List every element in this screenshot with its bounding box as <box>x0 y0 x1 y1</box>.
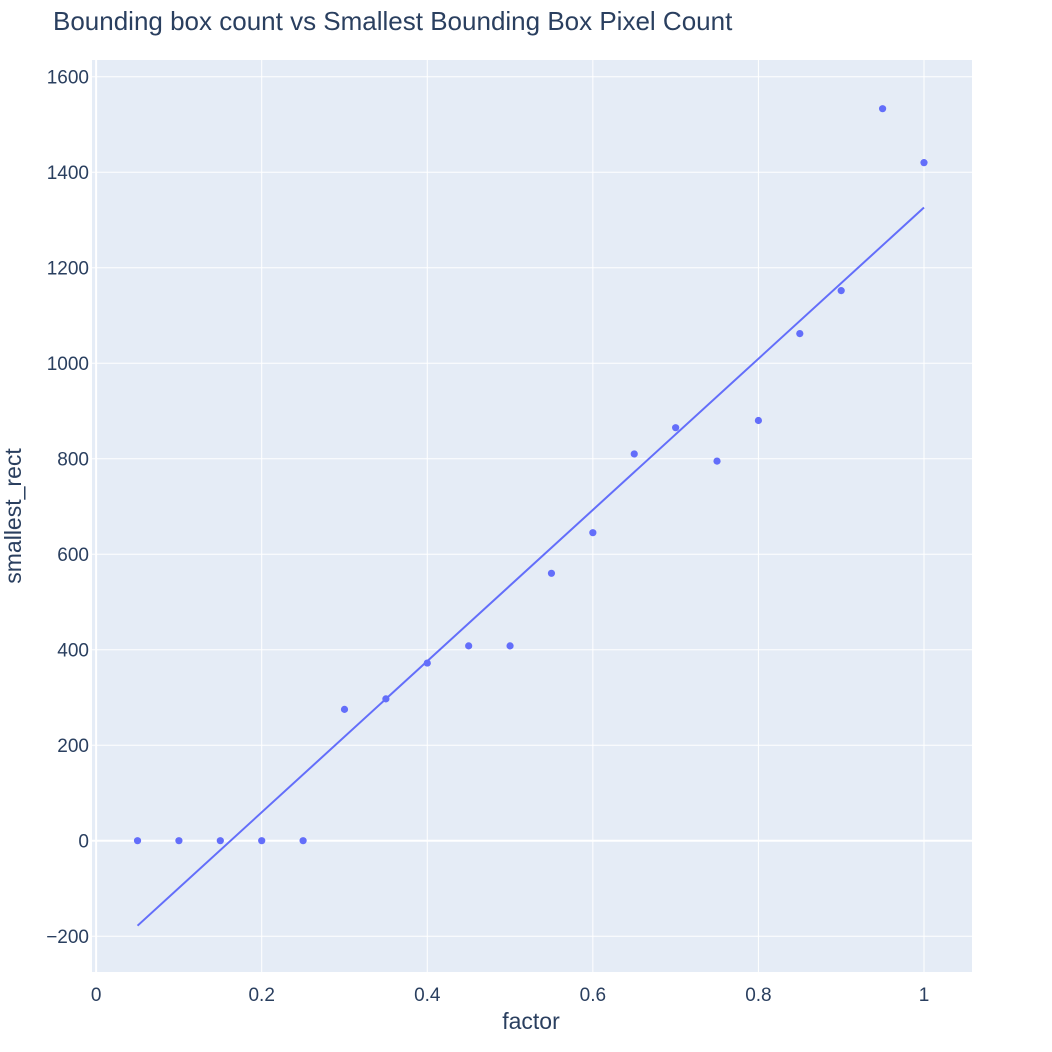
data-point <box>258 837 266 845</box>
data-point <box>547 569 556 577</box>
data-point <box>133 837 142 845</box>
y-tick-label: 1400 <box>47 163 89 184</box>
grid-lines <box>92 60 972 972</box>
x-tick-label: 0 <box>91 985 102 1006</box>
data-point <box>299 837 307 845</box>
data-point <box>920 159 928 167</box>
data-point <box>796 330 804 338</box>
trend-line <box>136 206 925 927</box>
y-tick-label: 1600 <box>47 68 89 89</box>
chart-title: Bounding box count vs Smallest Bounding … <box>53 6 733 36</box>
data-point <box>506 642 514 650</box>
data-point <box>340 705 349 713</box>
y-tick-label: 400 <box>57 641 89 662</box>
y-tick-label: 1000 <box>47 354 89 375</box>
y-axis-ticks: −200 0 200 400 600 800 1000 1200 1400 1600 <box>46 68 89 948</box>
data-point <box>878 105 887 113</box>
data-point <box>589 529 597 537</box>
fit-line-layer <box>136 206 925 927</box>
data-point <box>672 424 680 432</box>
y-tick-label: 0 <box>78 832 89 853</box>
x-axis-title: factor <box>502 1008 560 1034</box>
y-tick-label: 200 <box>57 736 89 757</box>
data-point <box>754 416 763 425</box>
y-axis-title: smallest_rect <box>0 448 26 584</box>
y-tick-label: 1200 <box>47 259 89 280</box>
data-point <box>423 659 431 667</box>
y-tick-label: −200 <box>46 927 89 948</box>
x-tick-label: 0.4 <box>414 985 441 1006</box>
y-tick-label: 800 <box>57 450 89 471</box>
y-tick-label: 600 <box>57 545 89 566</box>
data-points <box>133 105 928 845</box>
data-point <box>175 837 183 845</box>
data-point <box>713 457 721 465</box>
x-tick-label: 1 <box>919 985 930 1006</box>
data-point <box>837 287 845 295</box>
x-axis-ticks: 0 0.2 0.4 0.6 0.8 1 <box>91 985 929 1006</box>
x-tick-label: 0.2 <box>248 985 274 1006</box>
x-tick-label: 0.6 <box>580 985 606 1006</box>
data-point <box>630 450 638 458</box>
data-point <box>465 642 473 650</box>
data-point <box>216 837 224 845</box>
plot-area <box>92 60 972 972</box>
data-point <box>382 695 390 703</box>
x-tick-label: 0.8 <box>745 985 771 1006</box>
